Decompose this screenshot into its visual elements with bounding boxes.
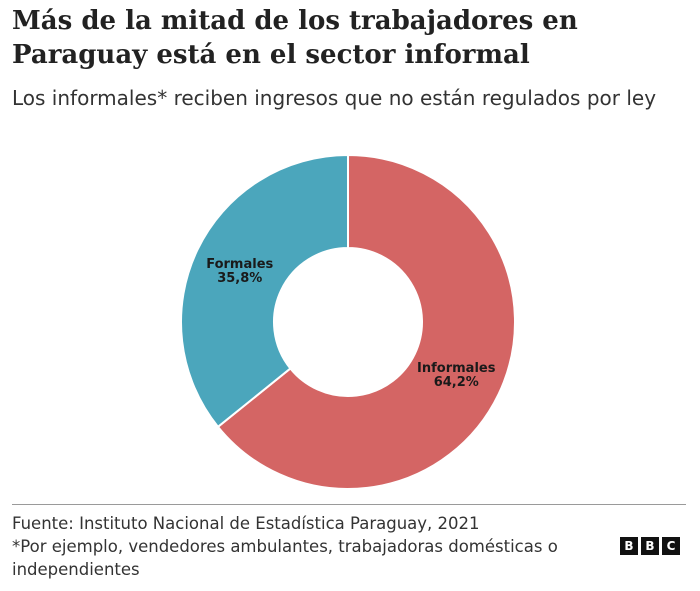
slice-value-label: 64,2% [434, 375, 479, 390]
footnote-text: *Por ejemplo, vendedores ambulantes, tra… [12, 537, 558, 579]
slice-formales [180, 153, 349, 429]
logo-letter: C [662, 537, 680, 555]
slice-value-label: 35,8% [217, 271, 262, 286]
source-text: Fuente: Instituto Nacional de Estadístic… [12, 514, 480, 533]
logo-letter: B [641, 537, 659, 555]
slice-label: Informales [417, 361, 496, 376]
slice-informales [216, 153, 516, 490]
divider [12, 504, 686, 505]
chart-subtitle: Los informales* reciben ingresos que no … [12, 86, 657, 110]
logo-letter: B [620, 537, 638, 555]
bbc-logo: B B C [620, 537, 680, 555]
footer: Fuente: Instituto Nacional de Estadístic… [12, 512, 572, 581]
chart-title: Más de la mitad de los trabajadores en P… [12, 6, 578, 70]
slice-label: Formales [206, 257, 273, 272]
